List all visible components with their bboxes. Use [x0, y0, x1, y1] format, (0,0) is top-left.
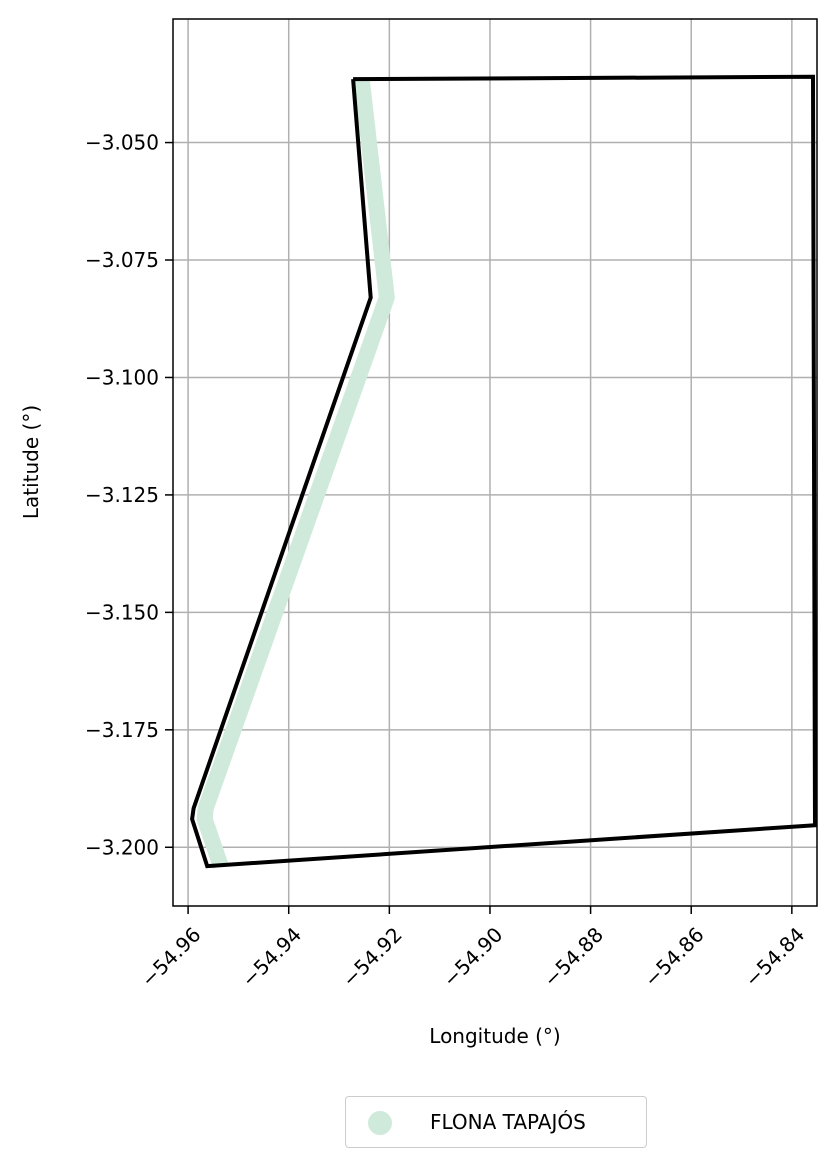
x-tick-label: −54.90: [438, 922, 507, 991]
x-tick-label: −54.84: [740, 922, 809, 991]
area-band-line: [196, 78, 395, 869]
y-tick-label: −3.125: [85, 483, 159, 507]
area-band: [196, 78, 395, 869]
legend-entry-label: FLONA TAPAJÓS: [430, 1110, 586, 1134]
plot-frame: [172, 18, 818, 907]
y-axis-ticks: −3.050 −3.075 −3.100 −3.125 −3.150 −3.175 −3.2…: [85, 131, 173, 859]
legend: FLONA TAPAJÓS: [345, 1096, 647, 1148]
y-tick-label: −3.200: [85, 835, 159, 859]
x-tick-label: −54.86: [639, 922, 708, 991]
grid-lines: [173, 19, 817, 906]
x-tick-label: −54.88: [539, 922, 608, 991]
map-plot: −54.96 −54.94 −54.92 −54.90 −54.88 −54.86 −54.…: [19, 18, 818, 1048]
y-tick-label: −3.050: [85, 131, 159, 155]
legend-marker-icon: [368, 1111, 392, 1135]
y-tick-label: −3.150: [85, 600, 159, 624]
y-tick-label: −3.075: [85, 248, 159, 272]
x-tick-label: −54.96: [136, 922, 205, 991]
y-axis-label: Latitude (°): [19, 405, 43, 519]
area-boundary: [190, 74, 818, 869]
x-axis-ticks: −54.96 −54.94 −54.92 −54.90 −54.88 −54.86 −54.…: [136, 906, 809, 992]
x-tick-label: −54.92: [337, 922, 406, 991]
y-tick-label: −3.100: [85, 365, 159, 389]
x-tick-label: −54.94: [237, 922, 306, 991]
area-boundary-line: [190, 74, 818, 869]
x-axis-label: Longitude (°): [429, 1024, 560, 1048]
y-tick-label: −3.175: [85, 718, 159, 742]
